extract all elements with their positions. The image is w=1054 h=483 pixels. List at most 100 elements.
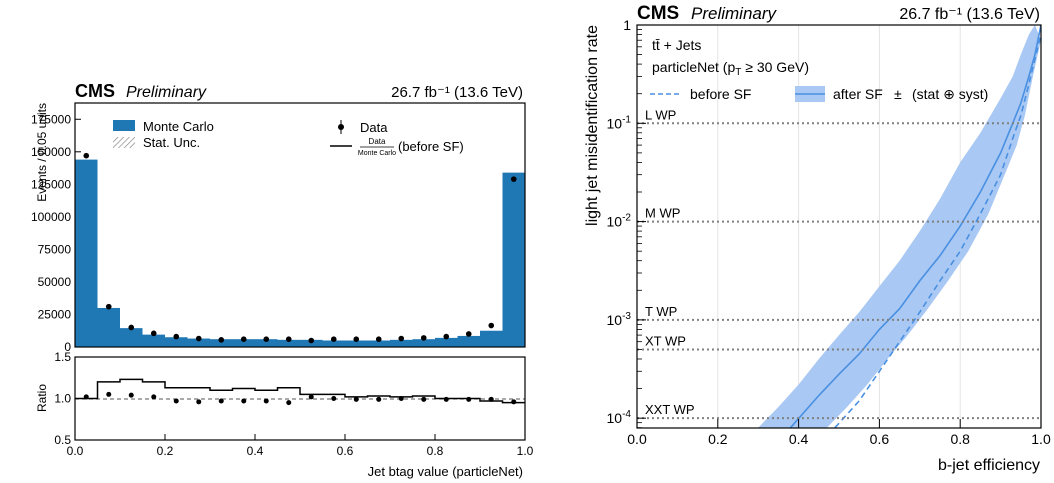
ratio-point-14 [398,396,404,401]
mc-bar-14 [390,339,413,347]
ratio-point-2 [128,392,134,398]
legend-before-sf-label: before SF [690,86,751,102]
selection-label: particleNet (pT ≥ 30 GeV) [652,59,809,78]
legend-after-sf-label: after SF [833,86,883,102]
mc-bar-10 [300,339,323,347]
ratio-x-ticks: 0.0 0.2 0.4 0.6 0.8 1.0 [67,434,534,458]
r-y-tick-label-3: 10-3 [607,311,632,328]
data-point-12 [353,336,360,342]
data-point-5 [195,335,202,342]
data-point-11 [330,336,337,342]
r-x-tick-label-0: 0.0 [627,431,647,447]
wp-label-3: XT WP [645,333,686,348]
legend-stat-swatch [113,137,135,148]
legend-ratio-denominator: Monte Carlo [358,150,396,157]
mc-bar-2 [120,328,143,347]
r-y-tick-label-2: 10-2 [607,213,632,230]
mc-bar-16 [435,337,458,347]
ratio-point-0 [83,394,89,400]
data-point-15 [420,335,427,341]
r-y-tick-label-1: 10-1 [607,114,632,131]
mc-bar-11 [322,340,345,347]
ratio-point-16 [443,396,449,402]
mc-bar-1 [97,307,120,347]
process-label: tt̄ + Jets [652,37,701,53]
before-sf-curve [834,34,1041,428]
legend-stat-label: Stat. Unc. [143,135,200,150]
ratio-point-1 [106,391,112,397]
r-x-tick-label-1: 0.2 [708,431,728,447]
r-x-tick-label-5: 1.0 [1031,431,1051,447]
ratio-before-sf-step [75,378,525,404]
data-point-9 [285,336,292,342]
legend-pm-label: ± [894,86,902,102]
ratio-x-tick-label-5: 1.0 [517,444,534,458]
left-top-panel: CMS Preliminary 26.7 fb⁻¹ (13.6 TeV) Eve… [31,81,526,354]
data-point-14 [398,335,405,342]
ratio-point-12 [353,396,359,402]
ratio-point-8 [263,398,269,404]
mc-bar-0 [75,159,98,347]
mc-bar-17 [457,335,480,347]
data-point-19 [510,176,517,182]
data-point-18 [488,322,495,329]
ratio-point-11 [331,396,337,401]
mc-bar-18 [480,330,503,347]
left-cms-sublabel: Preliminary [126,84,207,101]
y-tick-label-2: 50000 [38,275,72,289]
mc-bar-19 [502,172,525,347]
legend-unc-label: (stat ⊕ syst) [912,86,988,102]
mc-bar-8 [255,339,278,347]
data-point-7 [240,336,247,342]
ratio-x-tick-label-4: 0.8 [427,444,444,458]
left-top-frame [74,102,526,348]
y-tick-label-7: 175000 [31,112,71,126]
ratio-y-axis-label: Ratio [35,384,49,412]
legend-mc-label: Monte Carlo [143,119,214,134]
ratio-y-tick-label-2: 1.5 [54,350,71,364]
r-x-tick-label-2: 0.4 [789,431,809,447]
wp-label-1: M WP [645,206,680,221]
y-tick-label-5: 125000 [31,177,71,191]
data-point-0 [83,152,90,159]
data-point-2 [128,324,135,331]
data-point-1 [105,303,112,310]
ratio-point-15 [421,396,427,402]
left-cms-label: CMS [75,81,115,101]
r-x-tick-label-3: 0.6 [870,431,890,447]
ratio-x-tick-label-3: 0.6 [337,444,354,458]
ratio-point-9 [286,400,292,406]
right-working-points: L WP M WP T WP XT WP XXT WP [637,107,1041,420]
ratio-point-13 [376,396,382,402]
y-tick-label-0: 0 [64,340,71,354]
legend-ratio-suffix: (before SF) [398,139,464,154]
left-x-axis-label: Jet btag value (particleNet) [368,464,523,479]
data-point-8 [263,336,270,342]
ratio-x-tick-label-0: 0.0 [67,444,84,458]
right-cms-sublabel: Preliminary [691,4,778,23]
y-tick-label-1: 25000 [38,307,72,321]
left-top-y-ticks: 0 25000 50000 75000 100000 125000 150000 175000 [31,112,81,354]
left-bottom-frame [74,356,526,441]
r-y-tick-label-0: 1 [623,17,631,33]
right-x-axis-label: b-jet efficiency [938,457,1040,474]
data-point-17 [465,331,472,337]
r-y-tick-label-4: 10-4 [607,409,632,426]
ratio-point-5 [196,399,202,405]
right-y-ticks: 1 10-1 10-2 10-3 10-4 [607,17,646,429]
left-y-axis-label: Events / 0.05 units [35,103,49,202]
mc-bar-3 [142,334,165,347]
left-top-mc-bars [75,159,525,347]
mc-bar-15 [412,339,435,347]
legend-data-label: Data [360,120,388,135]
r-x-tick-label-4: 0.8 [950,431,970,447]
data-point-6 [218,337,225,343]
ratio-point-18 [488,396,494,402]
left-bottom-panel: Ratio 0.5 1.0 1.5 0.0 0.2 0.4 0.6 0.8 1.0 Jet b… [35,350,534,479]
y-tick-label-4: 100000 [31,210,71,224]
after-sf-curve [789,25,1041,428]
mc-bar-12 [345,340,368,347]
data-point-3 [150,330,157,337]
right-x-ticks: 0.0 0.2 0.4 0.6 0.8 1.0 [627,419,1051,447]
